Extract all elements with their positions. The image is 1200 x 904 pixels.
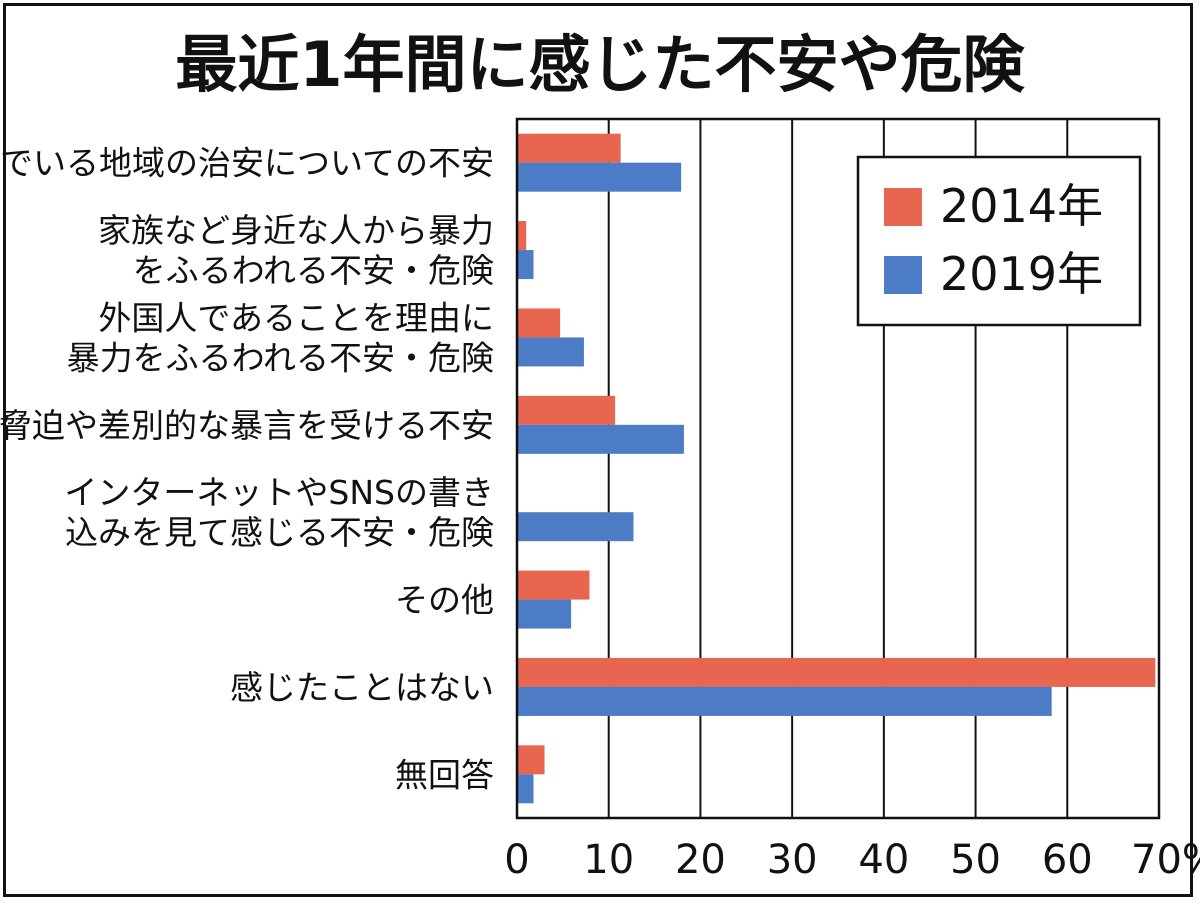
bar-2019	[517, 599, 572, 629]
chart-title: 最近1年間に感じた不安や危険	[175, 28, 1025, 101]
x-tick-label: 70%	[1131, 837, 1200, 883]
category-label: 無回答	[395, 755, 494, 794]
bar-2019	[517, 162, 682, 192]
bar-2014	[517, 657, 1156, 687]
category-label: 家族など身近な人から暴力	[98, 211, 494, 250]
legend-label: 2019年	[940, 247, 1103, 301]
plot-area-border	[515, 117, 1161, 820]
bar-2019	[517, 686, 1052, 716]
category-label: インターネットやSNSの書き	[64, 473, 494, 512]
category-label: をふるわれる不安・危険	[133, 251, 494, 290]
legend-swatch	[884, 256, 922, 294]
x-tick-label: 10	[583, 837, 634, 883]
x-tick-label: 20	[675, 837, 726, 883]
bar-2014	[517, 221, 527, 251]
category-label: その他	[395, 581, 494, 620]
category-label: 暴力をふるわれる不安・危険	[67, 338, 494, 377]
bar-2019	[517, 250, 534, 280]
category-label: 脅迫や差別的な暴言を受ける不安	[0, 406, 494, 445]
x-tick-label: 0	[504, 837, 529, 883]
bar-2014	[517, 308, 561, 338]
category-label: 感じたことはない	[230, 668, 494, 707]
x-tick-label: 40	[858, 837, 909, 883]
category-label: 住んでいる地域の治安についての不安	[0, 144, 494, 183]
legend-swatch	[884, 188, 922, 226]
bar-2014	[517, 133, 621, 163]
legend-box	[856, 155, 1142, 327]
category-label: 外国人であることを理由に	[98, 298, 494, 337]
bar-2014	[517, 395, 616, 425]
x-tick-label: 50	[950, 837, 1001, 883]
bar-2019	[517, 512, 634, 542]
x-tick-label: 30	[767, 837, 818, 883]
bar-2014	[517, 570, 590, 600]
bar-2019	[517, 424, 684, 454]
bar-2019	[517, 774, 534, 804]
bar-2014	[517, 745, 545, 775]
x-tick-label: 60	[1042, 837, 1093, 883]
bar-2019	[517, 337, 584, 367]
category-label: 込みを見て感じる不安・危険	[65, 513, 494, 552]
legend-label: 2014年	[940, 179, 1103, 233]
